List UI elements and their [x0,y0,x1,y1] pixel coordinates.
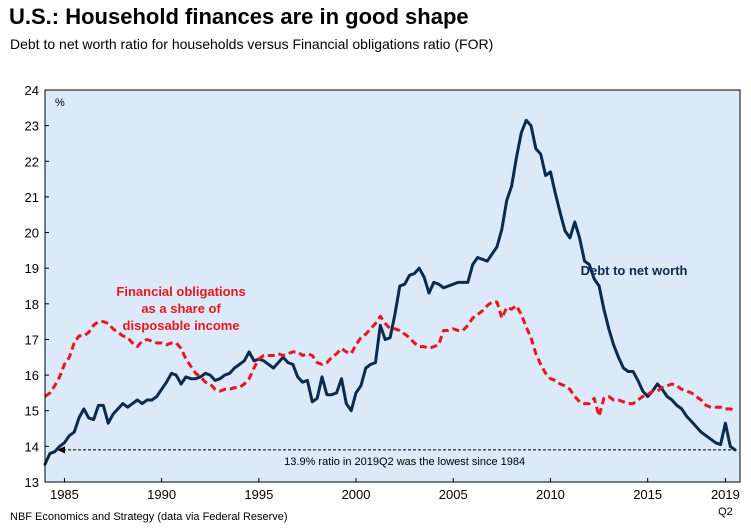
x-tick-label-1985: 1985 [50,487,79,502]
x-tick-label-2005: 2005 [439,487,468,502]
y-tick-label-15: 15 [25,404,39,419]
x-tick-label-1995: 1995 [244,487,273,502]
source-note: NBF Economics and Strategy (data via Fed… [10,511,288,523]
series-labels: Debt to net worth Financial obligations as… [116,263,687,333]
x-tick-label-1990: 1990 [147,487,176,502]
plot-border [44,89,741,483]
y-tick-label-23: 23 [25,119,39,134]
y-tick-label-22: 22 [25,154,39,169]
x-tick-label-2015: 2015 [633,487,662,502]
y-tick-label-16: 16 [25,368,39,383]
y-tick-label-13: 13 [25,475,39,490]
series-label-line: Financial obligations [116,284,245,299]
series-line-debt-to-net-worth [43,118,737,466]
chart-subtitle: Debt to net worth ratio for households v… [10,36,494,52]
series-label-financial-obligations: Financial obligations as a share of dispos… [116,284,245,333]
y-unit-label: % [55,97,65,109]
y-tick-label-17: 17 [25,332,39,347]
series-label-debt-to-net-worth: Debt to net worth [581,263,688,278]
reference-line-note: 13.9% ratio in 2019Q2 was the lowest sin… [284,456,525,468]
x-axis-labels: 1985 1990 1995 2000 2005 2010 2015 2019 Q2 [50,487,740,518]
x-tick-sublabel: Q2 [718,506,733,518]
y-tick-label-21: 21 [25,190,39,205]
y-tick-label-18: 18 [25,297,39,312]
chart-title: U.S.: Household finances are in good sha… [9,4,469,29]
plot-background [45,90,740,482]
y-tick-label-20: 20 [25,226,39,241]
y-tick-label-24: 24 [25,83,39,98]
reference-arrow-head [57,446,65,454]
series-line-financial-obligations [44,300,736,418]
y-tick-label-19: 19 [25,261,39,276]
x-tick-label-2019: 2019 [711,487,740,502]
series-label-line: as a share of [141,301,221,316]
series-label-line: Debt to net worth [581,263,688,278]
series-lines [43,118,737,466]
y-tick-label-14: 14 [25,439,39,454]
x-tick-label-2000: 2000 [342,487,371,502]
x-tick-label-2010: 2010 [536,487,565,502]
y-axis-labels: 13 14 15 16 17 18 19 20 21 22 23 24 [25,83,39,490]
series-label-line: disposable income [123,318,240,333]
axis-ticks [45,89,726,483]
